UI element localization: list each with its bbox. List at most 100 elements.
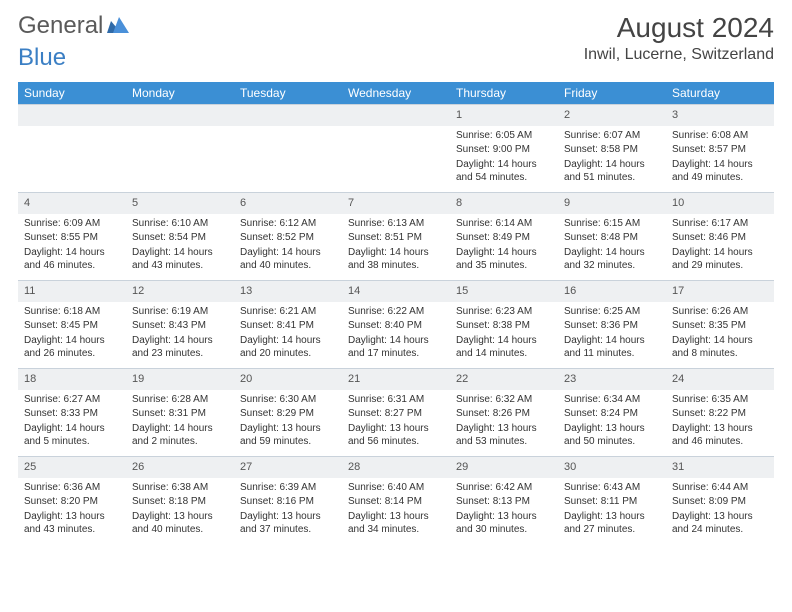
day-number: 15 xyxy=(450,280,558,302)
sunset-text: Sunset: 8:13 PM xyxy=(456,495,552,509)
sunrise-text: Sunrise: 6:27 AM xyxy=(24,393,120,407)
day-details: Sunrise: 6:44 AMSunset: 8:09 PMDaylight:… xyxy=(666,478,774,544)
sunset-text: Sunset: 8:57 PM xyxy=(672,143,768,157)
daylight-text: Daylight: 14 hours and 26 minutes. xyxy=(24,334,120,361)
sunset-text: Sunset: 8:58 PM xyxy=(564,143,660,157)
day-details: Sunrise: 6:38 AMSunset: 8:18 PMDaylight:… xyxy=(126,478,234,544)
day-number: 25 xyxy=(18,456,126,478)
calendar-day-cell: 13Sunrise: 6:21 AMSunset: 8:41 PMDayligh… xyxy=(234,280,342,368)
day-number: 18 xyxy=(18,368,126,390)
day-number: 31 xyxy=(666,456,774,478)
daylight-text: Daylight: 13 hours and 34 minutes. xyxy=(348,510,444,537)
sunrise-text: Sunrise: 6:05 AM xyxy=(456,129,552,143)
day-details: Sunrise: 6:42 AMSunset: 8:13 PMDaylight:… xyxy=(450,478,558,544)
daylight-text: Daylight: 13 hours and 24 minutes. xyxy=(672,510,768,537)
day-details: Sunrise: 6:35 AMSunset: 8:22 PMDaylight:… xyxy=(666,390,774,456)
sunset-text: Sunset: 8:54 PM xyxy=(132,231,228,245)
sunrise-text: Sunrise: 6:43 AM xyxy=(564,481,660,495)
daylight-text: Daylight: 13 hours and 37 minutes. xyxy=(240,510,336,537)
day-number-empty xyxy=(342,104,450,126)
calendar-day-cell: 1Sunrise: 6:05 AMSunset: 9:00 PMDaylight… xyxy=(450,104,558,192)
logo: General xyxy=(18,12,129,40)
day-number: 8 xyxy=(450,192,558,214)
calendar-week-row: 11Sunrise: 6:18 AMSunset: 8:45 PMDayligh… xyxy=(18,280,774,368)
calendar-day-cell xyxy=(234,104,342,192)
calendar-table: Sunday Monday Tuesday Wednesday Thursday… xyxy=(18,82,774,544)
sunrise-text: Sunrise: 6:26 AM xyxy=(672,305,768,319)
calendar-day-cell xyxy=(126,104,234,192)
calendar-day-cell: 26Sunrise: 6:38 AMSunset: 8:18 PMDayligh… xyxy=(126,456,234,544)
sunset-text: Sunset: 8:45 PM xyxy=(24,319,120,333)
calendar-day-cell xyxy=(18,104,126,192)
day-details: Sunrise: 6:32 AMSunset: 8:26 PMDaylight:… xyxy=(450,390,558,456)
sunrise-text: Sunrise: 6:32 AM xyxy=(456,393,552,407)
sunset-text: Sunset: 8:14 PM xyxy=(348,495,444,509)
sunset-text: Sunset: 8:31 PM xyxy=(132,407,228,421)
sunset-text: Sunset: 8:40 PM xyxy=(348,319,444,333)
sunset-text: Sunset: 8:55 PM xyxy=(24,231,120,245)
day-details: Sunrise: 6:18 AMSunset: 8:45 PMDaylight:… xyxy=(18,302,126,368)
calendar-day-cell: 5Sunrise: 6:10 AMSunset: 8:54 PMDaylight… xyxy=(126,192,234,280)
calendar-day-cell: 19Sunrise: 6:28 AMSunset: 8:31 PMDayligh… xyxy=(126,368,234,456)
calendar-day-cell: 23Sunrise: 6:34 AMSunset: 8:24 PMDayligh… xyxy=(558,368,666,456)
day-number: 2 xyxy=(558,104,666,126)
calendar-day-cell: 24Sunrise: 6:35 AMSunset: 8:22 PMDayligh… xyxy=(666,368,774,456)
day-number: 6 xyxy=(234,192,342,214)
sunset-text: Sunset: 8:36 PM xyxy=(564,319,660,333)
day-details: Sunrise: 6:14 AMSunset: 8:49 PMDaylight:… xyxy=(450,214,558,280)
sunrise-text: Sunrise: 6:34 AM xyxy=(564,393,660,407)
sunrise-text: Sunrise: 6:19 AM xyxy=(132,305,228,319)
sunset-text: Sunset: 8:18 PM xyxy=(132,495,228,509)
day-details: Sunrise: 6:26 AMSunset: 8:35 PMDaylight:… xyxy=(666,302,774,368)
daylight-text: Daylight: 14 hours and 51 minutes. xyxy=(564,158,660,185)
weekday-header: Tuesday xyxy=(234,82,342,104)
sunrise-text: Sunrise: 6:40 AM xyxy=(348,481,444,495)
day-details: Sunrise: 6:36 AMSunset: 8:20 PMDaylight:… xyxy=(18,478,126,544)
sunset-text: Sunset: 8:49 PM xyxy=(456,231,552,245)
sunrise-text: Sunrise: 6:31 AM xyxy=(348,393,444,407)
daylight-text: Daylight: 13 hours and 46 minutes. xyxy=(672,422,768,449)
calendar-day-cell xyxy=(342,104,450,192)
day-details: Sunrise: 6:08 AMSunset: 8:57 PMDaylight:… xyxy=(666,126,774,192)
calendar-week-row: 25Sunrise: 6:36 AMSunset: 8:20 PMDayligh… xyxy=(18,456,774,544)
calendar-body: 1Sunrise: 6:05 AMSunset: 9:00 PMDaylight… xyxy=(18,104,774,544)
daylight-text: Daylight: 14 hours and 49 minutes. xyxy=(672,158,768,185)
sunset-text: Sunset: 8:24 PM xyxy=(564,407,660,421)
calendar-day-cell: 11Sunrise: 6:18 AMSunset: 8:45 PMDayligh… xyxy=(18,280,126,368)
day-number: 26 xyxy=(126,456,234,478)
weekday-header: Wednesday xyxy=(342,82,450,104)
sunrise-text: Sunrise: 6:18 AM xyxy=(24,305,120,319)
day-number: 28 xyxy=(342,456,450,478)
sunrise-text: Sunrise: 6:13 AM xyxy=(348,217,444,231)
day-number: 30 xyxy=(558,456,666,478)
calendar-day-cell: 22Sunrise: 6:32 AMSunset: 8:26 PMDayligh… xyxy=(450,368,558,456)
daylight-text: Daylight: 14 hours and 14 minutes. xyxy=(456,334,552,361)
day-number: 21 xyxy=(342,368,450,390)
sunset-text: Sunset: 8:29 PM xyxy=(240,407,336,421)
day-details: Sunrise: 6:21 AMSunset: 8:41 PMDaylight:… xyxy=(234,302,342,368)
day-number: 10 xyxy=(666,192,774,214)
day-details: Sunrise: 6:09 AMSunset: 8:55 PMDaylight:… xyxy=(18,214,126,280)
daylight-text: Daylight: 14 hours and 38 minutes. xyxy=(348,246,444,273)
day-number: 11 xyxy=(18,280,126,302)
sunrise-text: Sunrise: 6:12 AM xyxy=(240,217,336,231)
day-number: 12 xyxy=(126,280,234,302)
daylight-text: Daylight: 14 hours and 5 minutes. xyxy=(24,422,120,449)
daylight-text: Daylight: 14 hours and 35 minutes. xyxy=(456,246,552,273)
daylight-text: Daylight: 14 hours and 11 minutes. xyxy=(564,334,660,361)
sunrise-text: Sunrise: 6:22 AM xyxy=(348,305,444,319)
day-details: Sunrise: 6:25 AMSunset: 8:36 PMDaylight:… xyxy=(558,302,666,368)
weekday-header-row: Sunday Monday Tuesday Wednesday Thursday… xyxy=(18,82,774,104)
day-details: Sunrise: 6:28 AMSunset: 8:31 PMDaylight:… xyxy=(126,390,234,456)
calendar-day-cell: 9Sunrise: 6:15 AMSunset: 8:48 PMDaylight… xyxy=(558,192,666,280)
sunset-text: Sunset: 8:46 PM xyxy=(672,231,768,245)
day-details: Sunrise: 6:13 AMSunset: 8:51 PMDaylight:… xyxy=(342,214,450,280)
sunrise-text: Sunrise: 6:38 AM xyxy=(132,481,228,495)
weekday-header: Sunday xyxy=(18,82,126,104)
day-number-empty xyxy=(234,104,342,126)
day-number: 27 xyxy=(234,456,342,478)
calendar-day-cell: 21Sunrise: 6:31 AMSunset: 8:27 PMDayligh… xyxy=(342,368,450,456)
daylight-text: Daylight: 14 hours and 46 minutes. xyxy=(24,246,120,273)
calendar-day-cell: 4Sunrise: 6:09 AMSunset: 8:55 PMDaylight… xyxy=(18,192,126,280)
daylight-text: Daylight: 13 hours and 43 minutes. xyxy=(24,510,120,537)
